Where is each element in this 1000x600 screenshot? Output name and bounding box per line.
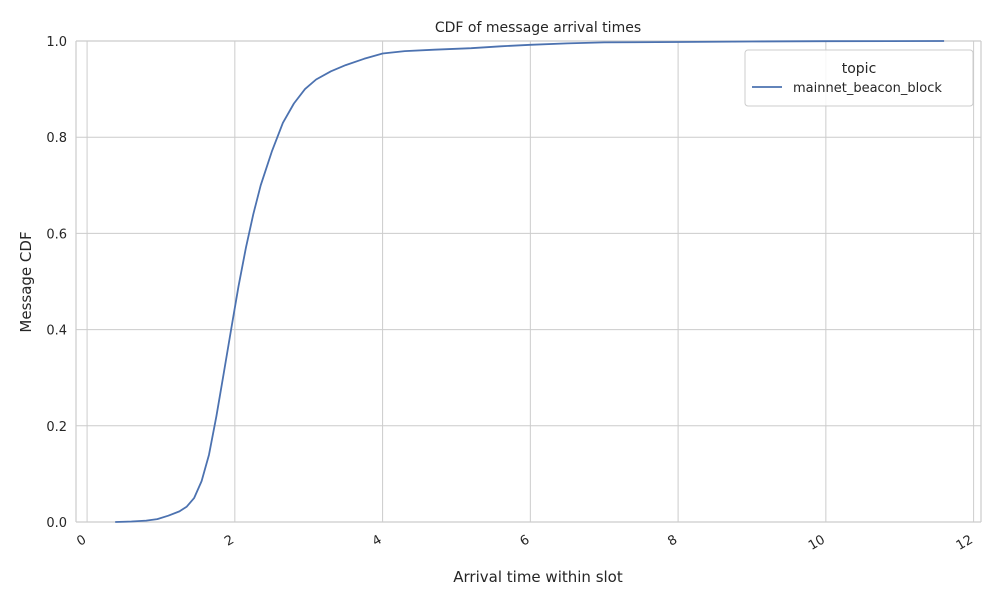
y-tick-label: 0.6 — [46, 227, 67, 242]
x-tick-label: 12 — [954, 532, 976, 553]
series-lines — [115, 40, 945, 523]
x-tick-label: 6 — [518, 532, 533, 549]
x-tick-labels: 0 2 4 6 8 10 12 — [74, 532, 975, 553]
chart-title: CDF of message arrival times — [435, 20, 641, 36]
legend-entry-label: mainnet_beacon_block — [793, 81, 942, 96]
x-tick-label: 4 — [370, 532, 385, 549]
y-axis-label: Message CDF — [17, 231, 35, 332]
x-tick-label: 2 — [222, 532, 237, 549]
x-tick-label: 10 — [806, 532, 828, 553]
axes-spines — [75, 40, 982, 523]
legend: topic mainnet_beacon_block — [744, 49, 974, 107]
y-tick-label: 0.0 — [46, 516, 67, 531]
y-tick-label: 0.2 — [46, 420, 67, 435]
legend-title: topic — [842, 61, 877, 77]
x-tick-label: 0 — [74, 532, 89, 549]
y-tick-label: 0.8 — [46, 131, 67, 146]
legend-frame — [744, 49, 974, 107]
y-tick-label: 1.0 — [46, 35, 67, 50]
y-tick-labels: 0.0 0.2 0.4 0.6 0.8 1.0 — [46, 35, 67, 531]
series-line-mainnet_beacon_block — [115, 40, 945, 523]
x-tick-label: 8 — [665, 532, 680, 549]
y-tick-label: 0.4 — [46, 324, 67, 339]
grid — [76, 41, 981, 522]
x-axis-label: Arrival time within slot — [453, 568, 623, 586]
